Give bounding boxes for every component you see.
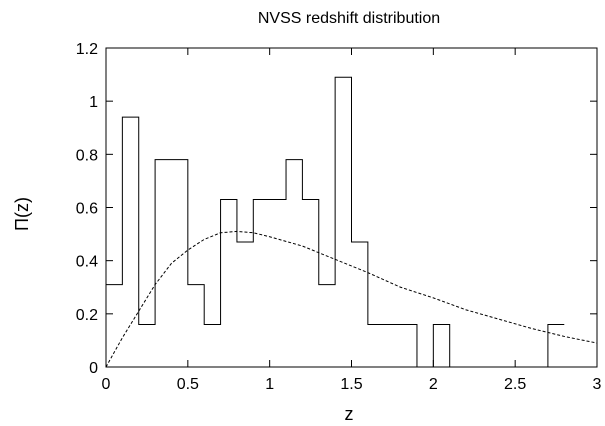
model-curve-series: [105, 230, 598, 368]
chart-title: NVSS redshift distribution: [258, 10, 440, 27]
y-tick-label: 0.2: [76, 307, 98, 324]
x-tick-label: 3: [593, 376, 602, 393]
x-tick-label: 2.5: [504, 376, 526, 393]
x-axis-label: z: [345, 404, 354, 424]
x-tick-label: 0.5: [177, 376, 199, 393]
x-tick-label: 0: [102, 376, 111, 393]
y-tick-label: 0.4: [76, 254, 98, 271]
y-tick-label: 0: [89, 360, 98, 377]
x-tick-label: 1: [265, 376, 274, 393]
y-tick-label: 0.8: [76, 147, 98, 164]
y-axis-label: Π(z): [12, 197, 32, 231]
y-tick-label: 1.2: [76, 41, 98, 58]
y-tick-label: 1: [89, 94, 98, 111]
y-tick-label: 0.6: [76, 201, 98, 218]
x-tick-label: 2: [429, 376, 438, 393]
plot-area: 0 0.5 1 1.5 2 2.5 3 0 0.2 0.4 0.6 0.8 1 1.2: [76, 41, 602, 393]
histogram-series: [106, 76, 565, 368]
x-tick-label: 1.5: [340, 376, 362, 393]
